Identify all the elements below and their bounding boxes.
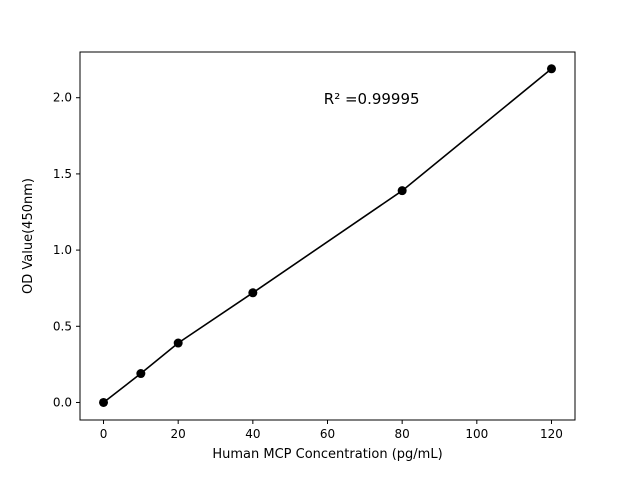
data-point <box>248 288 258 298</box>
data-point <box>397 186 407 196</box>
data-point <box>99 397 109 407</box>
x-tick-label: 0 <box>100 427 108 441</box>
data-point <box>136 369 146 379</box>
x-tick-label: 120 <box>540 427 563 441</box>
x-tick-label: 40 <box>245 427 260 441</box>
r-squared-annotation: R² =0.99995 <box>324 90 420 108</box>
x-tick-label: 60 <box>320 427 335 441</box>
y-tick-label: 0.0 <box>53 395 72 409</box>
fit-line <box>103 68 553 404</box>
x-tick-label: 100 <box>465 427 488 441</box>
data-point <box>173 338 183 348</box>
x-tick-label: 80 <box>395 427 410 441</box>
data-point <box>546 64 556 74</box>
y-tick-label: 0.5 <box>53 319 72 333</box>
y-axis-label: OD Value(450nm) <box>21 178 36 294</box>
x-tick-label: 20 <box>171 427 186 441</box>
x-axis-label: Human MCP Concentration (pg/mL) <box>212 447 442 462</box>
y-tick-label: 2.0 <box>53 91 72 105</box>
y-tick-label: 1.5 <box>53 167 72 181</box>
y-tick-label: 1.0 <box>53 243 72 257</box>
